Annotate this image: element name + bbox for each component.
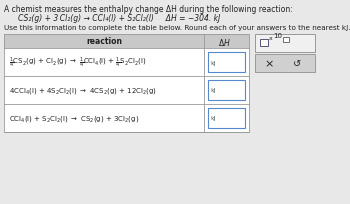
- Text: A chemist measures the enthalpy change ΔH during the following reaction:: A chemist measures the enthalpy change Δ…: [4, 5, 293, 14]
- Text: 10: 10: [273, 33, 282, 39]
- Bar: [255, 55, 315, 73]
- Bar: [208, 109, 245, 128]
- Bar: [208, 81, 245, 101]
- Text: kJ: kJ: [210, 88, 216, 93]
- Text: ↺: ↺: [293, 59, 301, 69]
- Text: Use this information to complete the table below. Round each of your answers to : Use this information to complete the tab…: [4, 25, 350, 31]
- Bar: [4, 35, 249, 132]
- Text: kJ: kJ: [210, 60, 216, 65]
- Bar: [4, 104, 249, 132]
- Bar: [283, 38, 289, 43]
- Bar: [4, 49, 249, 77]
- Text: CCl$_4$(l) + S$_2$Cl$_2$(l) $\rightarrow$ CS$_2$(g) + 3Cl$_2$(g): CCl$_4$(l) + S$_2$Cl$_2$(l) $\rightarrow…: [9, 113, 139, 123]
- Text: $\frac{1}{4}$CS$_2$(g) + Cl$_2$(g) $\rightarrow$ $\frac{1}{4}$CCl$_4$(l) + $\fra: $\frac{1}{4}$CS$_2$(g) + Cl$_2$(g) $\rig…: [9, 56, 147, 70]
- Text: 4CCl$_4$(l) + 4S$_2$Cl$_2$(l) $\rightarrow$ 4CS$_2$(g) + 12Cl$_2$(g): 4CCl$_4$(l) + 4S$_2$Cl$_2$(l) $\rightarr…: [9, 86, 157, 95]
- Bar: [260, 40, 268, 47]
- Bar: [4, 35, 249, 49]
- Text: reaction: reaction: [86, 37, 122, 46]
- Text: ×: ×: [264, 59, 274, 69]
- Text: x: x: [269, 36, 273, 41]
- Text: kJ: kJ: [210, 116, 216, 121]
- Text: $\Delta H$: $\Delta H$: [218, 36, 231, 47]
- Bar: [255, 35, 315, 53]
- Bar: [208, 53, 245, 73]
- Text: CS₂(g) + 3 Cl₂(g) → CCl₄(l) + S₂Cl₂(l)     ΔH = −304. kJ: CS₂(g) + 3 Cl₂(g) → CCl₄(l) + S₂Cl₂(l) Δ…: [18, 14, 220, 23]
- Bar: [4, 77, 249, 104]
